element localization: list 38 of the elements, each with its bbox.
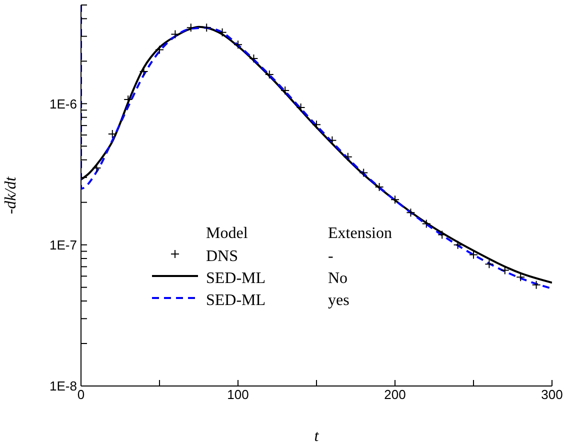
point bbox=[296, 102, 306, 112]
annotation: - bbox=[328, 247, 334, 267]
annotation: Extension bbox=[328, 224, 392, 244]
annotation: No bbox=[328, 269, 348, 289]
annotation: yes bbox=[328, 291, 350, 311]
y-tick-label: 1E-6 bbox=[50, 96, 77, 112]
point bbox=[406, 208, 416, 218]
point bbox=[453, 240, 462, 250]
point bbox=[264, 70, 274, 79]
point bbox=[202, 23, 212, 32]
point bbox=[155, 45, 164, 54]
point bbox=[390, 195, 400, 204]
legend-label: SED-ML bbox=[206, 291, 267, 311]
point bbox=[359, 168, 368, 178]
y-tick-label: 1E-8 bbox=[50, 378, 77, 394]
legend-label: SED-ML bbox=[206, 269, 267, 289]
legend-title: Model bbox=[206, 224, 249, 244]
legend-label: DNS bbox=[206, 247, 240, 267]
point bbox=[218, 28, 227, 37]
x-tick-label: 200 bbox=[384, 387, 406, 402]
point bbox=[280, 86, 290, 95]
point bbox=[532, 280, 541, 290]
point bbox=[343, 152, 352, 162]
point bbox=[484, 260, 494, 269]
x-tick-label: 300 bbox=[541, 387, 563, 402]
y-tick-label: 1E-7 bbox=[50, 237, 77, 252]
y-axis-title: -dk/dt bbox=[2, 176, 20, 214]
x-axis-title: t bbox=[314, 428, 320, 445]
point bbox=[422, 219, 431, 228]
x-tick-label: 100 bbox=[227, 387, 249, 402]
point bbox=[438, 230, 447, 240]
point bbox=[186, 23, 196, 32]
x-tick-label: 0 bbox=[77, 387, 85, 402]
point bbox=[124, 95, 133, 104]
point bbox=[234, 40, 242, 50]
point bbox=[249, 54, 258, 63]
point bbox=[374, 182, 384, 192]
point bbox=[312, 120, 321, 130]
